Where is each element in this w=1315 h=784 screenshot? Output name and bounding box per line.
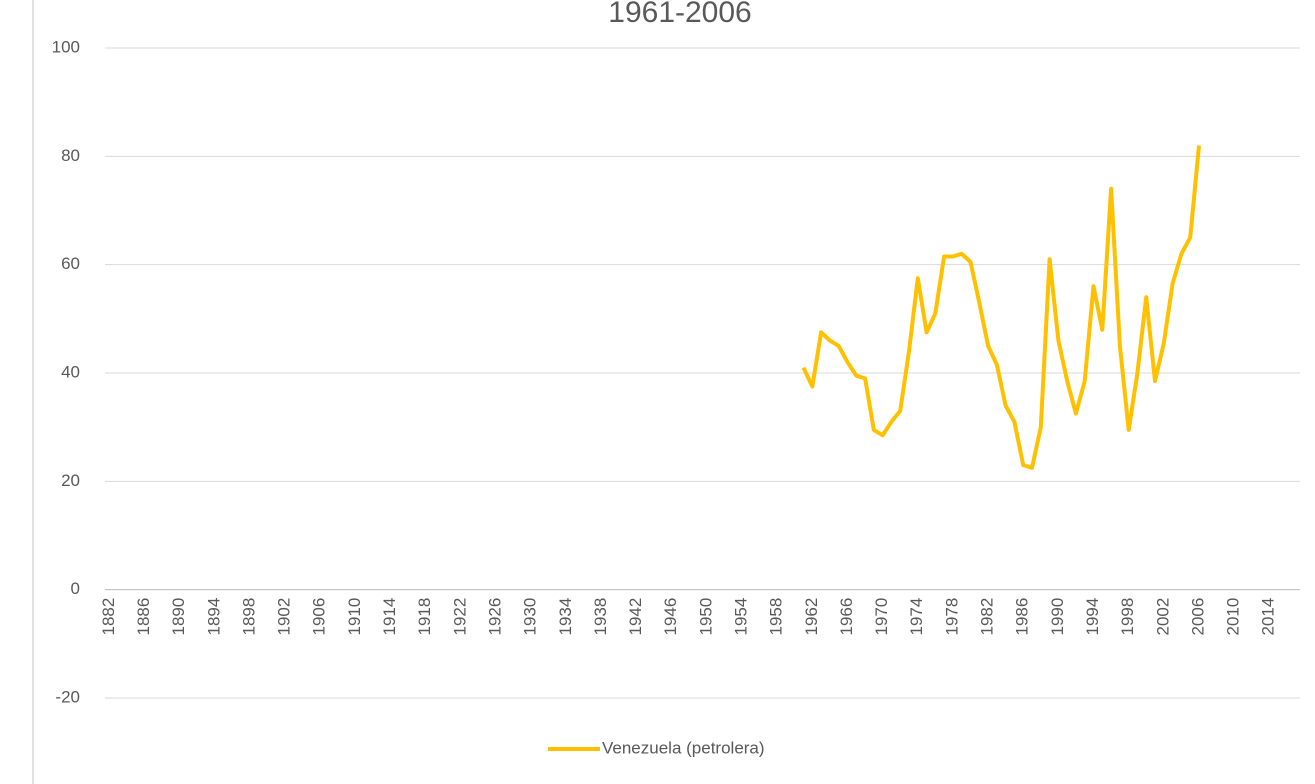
x-tick-label: 1910: [345, 598, 364, 636]
x-tick-label: 1906: [310, 598, 329, 636]
x-tick-label: 1902: [275, 598, 294, 636]
x-tick-label: 1950: [696, 598, 715, 636]
x-tick-label: 1922: [450, 598, 469, 636]
x-tick-label: 1954: [732, 598, 751, 636]
x-tick-label: 1882: [99, 598, 118, 636]
x-tick-label: 2014: [1259, 598, 1278, 636]
x-tick-label: 1942: [626, 598, 645, 636]
data-line: [801, 145, 1201, 470]
chart-title: 1961-2006: [608, 0, 751, 29]
x-tick-label: 1930: [521, 598, 540, 636]
y-tick-label: 60: [61, 254, 80, 273]
x-tick-label: 1998: [1118, 598, 1137, 636]
x-tick-label: 1926: [485, 598, 504, 636]
x-tick-label: 1986: [1013, 598, 1032, 636]
y-tick-label: 20: [61, 471, 80, 490]
x-tick-label: 1938: [591, 598, 610, 636]
x-tick-label: 1990: [1048, 598, 1067, 636]
x-tick-label: 1966: [837, 598, 856, 636]
y-tick-label: 80: [61, 146, 80, 165]
x-tick-label: 1894: [204, 598, 223, 636]
x-tick-label: 1946: [661, 598, 680, 636]
x-tick-label: 1890: [169, 598, 188, 636]
x-tick-label: 2006: [1188, 598, 1207, 636]
x-tick-label: 1958: [767, 598, 786, 636]
y-tick-label: 100: [52, 37, 80, 56]
x-tick-label: 1918: [415, 598, 434, 636]
x-tick-label: 1898: [239, 598, 258, 636]
x-tick-label: 2002: [1153, 598, 1172, 636]
legend-label: Venezuela (petrolera): [602, 738, 765, 757]
x-tick-label: 1994: [1083, 598, 1102, 636]
y-tick-label: 0: [71, 579, 80, 598]
x-tick-label: 1974: [907, 598, 926, 636]
y-tick-label: -20: [55, 687, 80, 706]
x-tick-label: 1962: [802, 598, 821, 636]
x-tick-label: 1982: [978, 598, 997, 636]
y-tick-label: 40: [61, 362, 80, 381]
x-tick-label: 1978: [942, 598, 961, 636]
x-tick-label: 2010: [1224, 598, 1243, 636]
x-tick-label: 1914: [380, 598, 399, 636]
x-tick-label: 1970: [872, 598, 891, 636]
x-tick-label: 1934: [556, 598, 575, 636]
x-tick-label: 1886: [134, 598, 153, 636]
